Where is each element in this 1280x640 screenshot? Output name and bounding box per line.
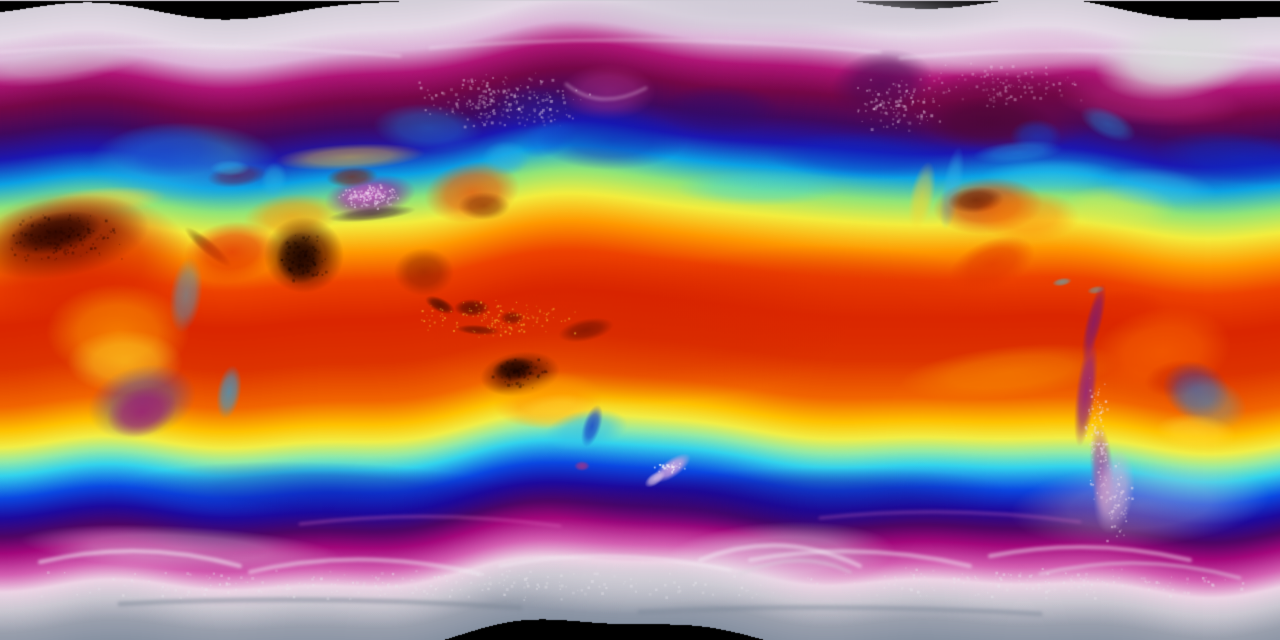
world-temperature-heatmap (0, 0, 1280, 640)
world-temperature-map-stage (0, 0, 1280, 640)
